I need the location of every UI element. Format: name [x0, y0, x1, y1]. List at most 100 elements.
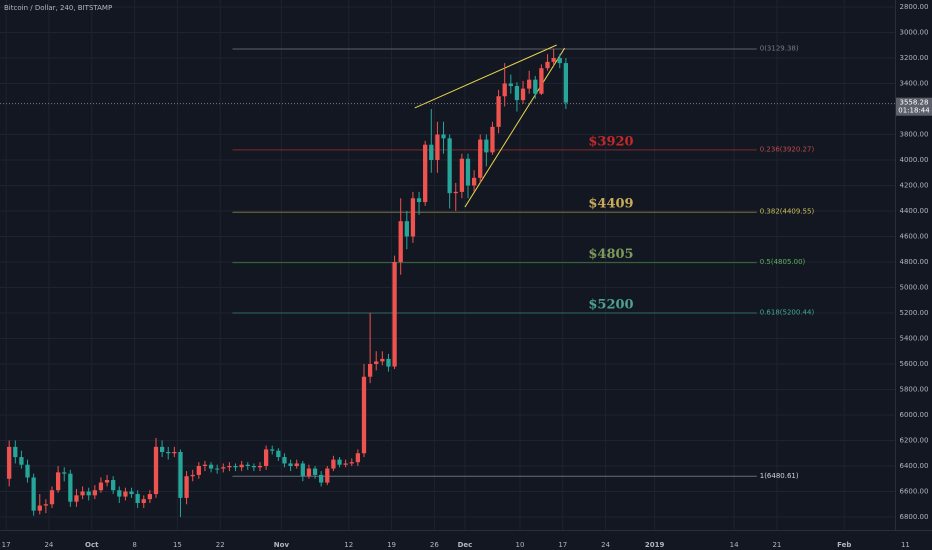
- x-tick-label: 19: [387, 541, 396, 549]
- candle-body: [380, 358, 385, 362]
- candle-body: [166, 451, 171, 454]
- candle-body: [349, 462, 354, 464]
- candle-body: [111, 480, 116, 491]
- candle-body: [74, 495, 79, 502]
- candle-body: [367, 364, 373, 377]
- candle-body: [484, 139, 489, 153]
- labels: 2800.00 3000.00 3200.00 3400.00 3800.00 4000.…: [2, 3, 932, 549]
- x-tick-label: 12: [344, 541, 353, 549]
- candle-body: [62, 472, 67, 474]
- y-tick-label: 4000.00: [900, 156, 929, 164]
- y-tick-label: 4400.00: [900, 207, 929, 215]
- x-tick-label: 22: [216, 541, 225, 549]
- trend-line: [464, 47, 566, 208]
- x-tick-label: 17: [558, 541, 567, 549]
- candle-body: [43, 504, 49, 506]
- candle-body: [312, 468, 318, 475]
- fib-callout: $4409: [588, 197, 633, 212]
- candle-body: [221, 467, 226, 469]
- x-tick-label: 11: [901, 541, 910, 549]
- candle-body: [270, 449, 275, 451]
- candle-body: [398, 221, 403, 262]
- candle-body: [172, 451, 177, 454]
- candle-body: [147, 494, 153, 500]
- candle-body: [386, 358, 391, 367]
- candle-body: [276, 450, 281, 458]
- candle-body: [337, 459, 342, 465]
- trend-line: [414, 44, 557, 109]
- candle-body: [68, 473, 73, 502]
- candle-body: [343, 463, 348, 465]
- candle-body: [135, 494, 140, 503]
- candle-body: [13, 446, 18, 458]
- x-tick-label: 24: [44, 541, 53, 549]
- fib-label: 0.618(5200.44): [760, 309, 815, 317]
- x-tick-label: Feb: [837, 541, 851, 549]
- candle-body: [227, 466, 232, 468]
- candle-body: [159, 446, 165, 452]
- candle-body: [331, 459, 336, 469]
- marks: [0, 44, 895, 517]
- candle-body: [557, 58, 562, 64]
- candle-body: [104, 480, 110, 483]
- x-tick-label: 24: [601, 541, 610, 549]
- x-tick-label: 10: [516, 541, 525, 549]
- candle-body: [239, 464, 244, 468]
- x-tick-label: 14: [730, 541, 739, 549]
- candle-body: [533, 79, 538, 94]
- candle-body: [37, 505, 42, 511]
- candle-body: [465, 158, 471, 186]
- y-tick-label: 5400.00: [900, 335, 929, 343]
- candle-body: [423, 144, 428, 203]
- x-tick-label: 15: [173, 541, 182, 549]
- y-tick-label: 4800.00: [900, 258, 929, 266]
- last-price-tag: [896, 97, 932, 116]
- fib-label: 0.236(3920.27): [760, 145, 815, 153]
- x-tick-label: 21: [772, 541, 781, 549]
- chart-title: Bitcoin / Dollar, 240, BITSTAMP: [4, 4, 112, 12]
- y-tick-label: 5200.00: [900, 309, 929, 317]
- y-tick-label: 5800.00: [900, 386, 929, 394]
- candle-body: [410, 198, 416, 237]
- candle-body: [288, 463, 293, 466]
- candle-body: [527, 79, 532, 89]
- candle-body: [361, 376, 367, 454]
- y-tick-label: 2800.00: [900, 3, 929, 11]
- candle-body: [129, 491, 134, 495]
- candle-body: [319, 474, 324, 483]
- candle-body: [98, 482, 104, 491]
- candle-body: [539, 68, 544, 94]
- candle-body: [196, 466, 201, 475]
- candle-body: [215, 468, 220, 470]
- candle-body: [545, 61, 550, 69]
- y-tick-label: 6600.00: [900, 488, 929, 496]
- candle-body: [251, 466, 257, 468]
- candle-body: [551, 58, 556, 62]
- candle-body: [153, 446, 159, 495]
- candle-body: [490, 126, 495, 153]
- candle-body: [7, 446, 12, 479]
- candle-body: [263, 449, 269, 466]
- candle-body: [19, 457, 24, 465]
- x-tick-label: 8: [132, 541, 136, 549]
- candle-body: [478, 139, 483, 178]
- candle-body: [508, 83, 513, 87]
- candle-body: [141, 499, 146, 503]
- candle-body: [202, 464, 208, 466]
- candle-body: [429, 144, 434, 160]
- candle-body: [441, 134, 446, 139]
- candle-body: [257, 466, 263, 468]
- candle-body: [563, 63, 569, 103]
- candle-body: [471, 177, 477, 186]
- candle-body: [117, 490, 122, 497]
- y-tick-label: 3400.00: [900, 80, 929, 88]
- x-tick-label: Oct: [85, 541, 99, 549]
- candle-body: [453, 191, 458, 194]
- candle-body: [282, 457, 287, 464]
- candle-body: [374, 361, 379, 364]
- candle-body: [55, 472, 61, 491]
- y-tick-label: 4200.00: [900, 182, 929, 190]
- fib-label: 0.382(4409.55): [760, 208, 815, 216]
- candle-body: [49, 490, 55, 505]
